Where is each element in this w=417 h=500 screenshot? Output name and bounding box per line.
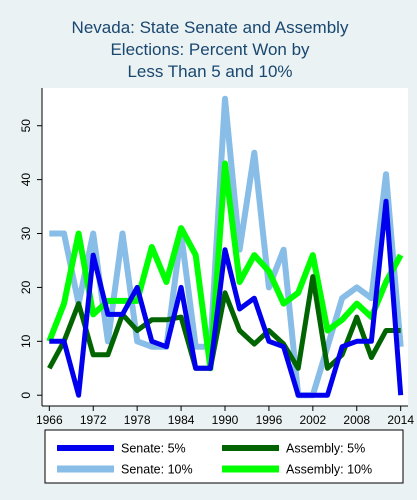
x-tick-label: 1972 [80,413,107,427]
y-tick-label: 40 [19,173,33,187]
legend-label-senate-10: Senate: 10% [121,463,193,477]
x-tick-label: 1990 [212,413,239,427]
x-tick-label: 2002 [299,413,326,427]
x-tick-label: 1978 [124,413,151,427]
x-tick-label: 2008 [343,413,370,427]
x-tick-label: 1984 [168,413,195,427]
legend-label-assembly-10: Assembly: 10% [286,463,372,477]
chart-title-line-2: Elections: Percent Won by [110,40,310,59]
legend: Senate: 5% Assembly: 5% Senate: 10% Assembl… [44,429,404,484]
chart-title: Nevada: State Senate and Assembly Electi… [72,18,349,81]
axes: 0 10 20 30 40 50 1966 1972 1978 1984 1990 1996 2002 2… [19,88,414,427]
y-tick-label: 50 [19,119,33,133]
series-layer [46,95,404,399]
series-line-assembly-10 [46,160,404,372]
legend-box [44,429,404,484]
chart-title-line-3: Less Than 5 and 10% [127,62,292,81]
y-tick-label: 30 [19,227,33,241]
series-line-senate-5 [49,198,404,398]
legend-label-assembly-5: Assembly: 5% [286,442,365,456]
x-tick-label: 1966 [36,413,63,427]
y-tick-label: 0 [19,392,33,399]
y-tick-label: 10 [19,334,33,348]
series-line-senate-10 [49,95,404,399]
y-tick-label: 20 [19,280,33,294]
x-tick-label: 2014 [387,413,414,427]
x-tick-label: 1996 [256,413,283,427]
legend-label-senate-5: Senate: 5% [121,442,186,456]
chart-title-line-1: Nevada: State Senate and Assembly [72,18,349,37]
